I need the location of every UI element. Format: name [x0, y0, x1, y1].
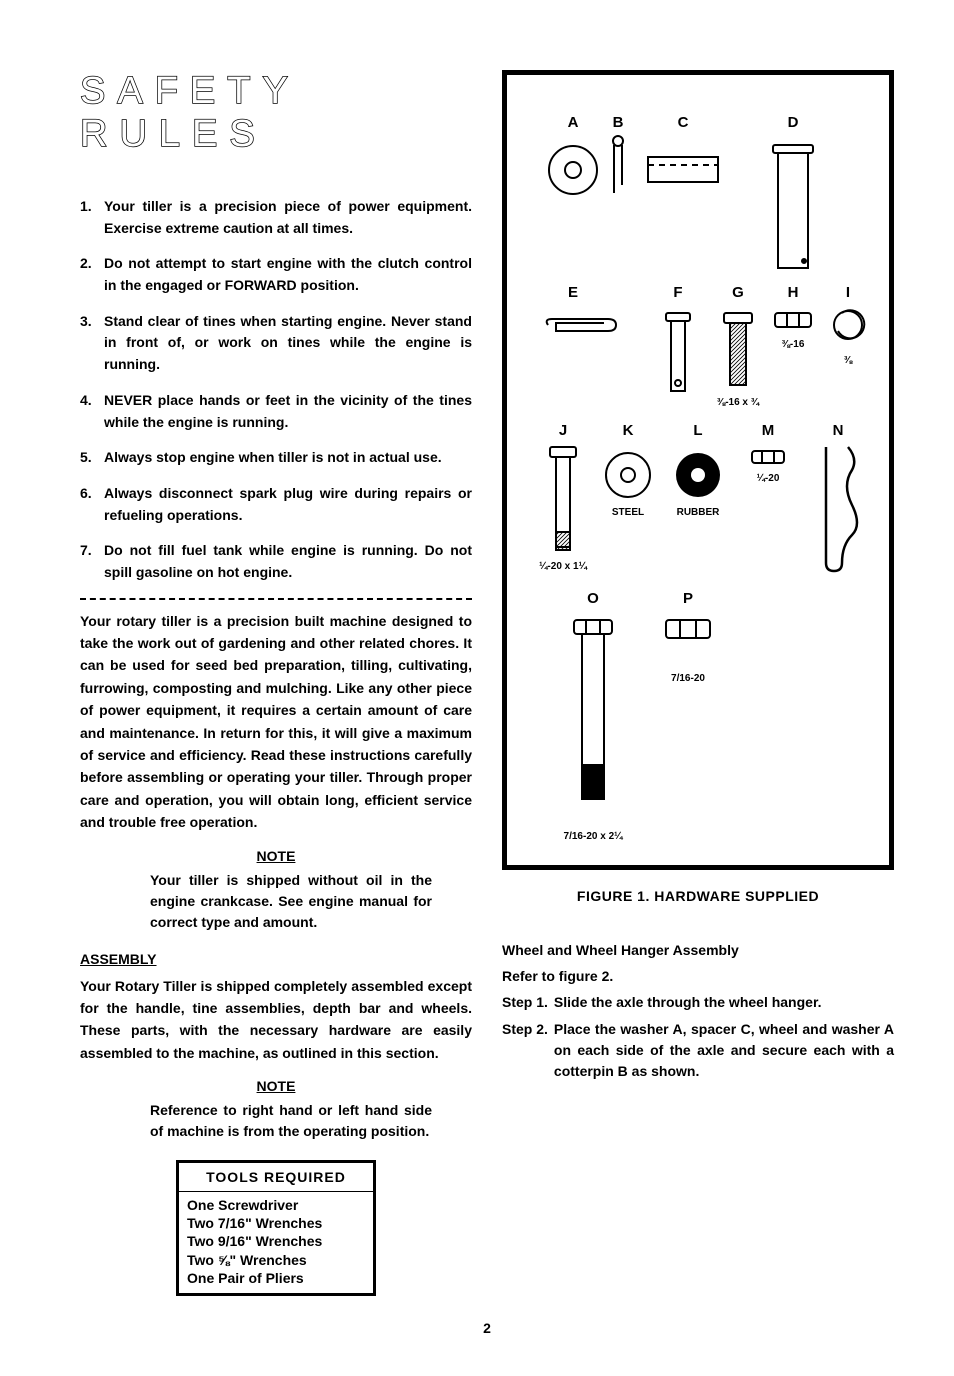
note-body: Your tiller is shipped without oil in th… [80, 870, 472, 933]
tool-item: One Screwdriver [187, 1196, 365, 1214]
safety-rules-list: Your tiller is a precision piece of powe… [80, 196, 472, 584]
step-1: Step 1. Slide the axle through the wheel… [502, 992, 894, 1013]
figure-1-frame: A B C D [502, 70, 894, 870]
tools-box: TOOLS REQUIRED One Screwdriver Two 7/16"… [176, 1160, 376, 1296]
label-C: C [678, 114, 689, 131]
label-P: P [683, 590, 693, 607]
label-F: F [673, 284, 682, 301]
step-2-label: Step 2. [502, 1019, 548, 1082]
label-H: H [788, 284, 799, 301]
rule-item: Do not attempt to start engine with the … [80, 253, 472, 296]
label-steel: STEEL [612, 507, 644, 518]
figure-caption: FIGURE 1. HARDWARE SUPPLIED [502, 888, 894, 904]
rule-item: Always stop engine when tiller is not in… [80, 447, 472, 469]
size-G: ⅜-16 x ¾ [717, 397, 760, 408]
page-number: 2 [80, 1320, 894, 1336]
rule-item: Your tiller is a precision piece of powe… [80, 196, 472, 239]
wheel-section-heading: Wheel and Wheel Hanger Assembly [502, 942, 894, 958]
refer-line: Refer to figure 2. [502, 968, 894, 984]
step-2: Step 2. Place the washer A, spacer C, wh… [502, 1019, 894, 1082]
label-O: O [587, 590, 599, 607]
size-I: ⅜ [844, 355, 853, 366]
label-I: I [846, 284, 850, 301]
page-title: SAFETY RULES [80, 70, 472, 156]
assembly-heading: ASSEMBLY [80, 951, 472, 967]
size-O: 7/16-20 x 2¼ [564, 831, 624, 842]
size-H: ⅜-16 [782, 339, 805, 350]
label-K: K [623, 422, 634, 439]
rule-item: NEVER place hands or feet in the vicinit… [80, 390, 472, 433]
tool-item: One Pair of Pliers [187, 1269, 365, 1287]
rule-item: Always disconnect spark plug wire during… [80, 483, 472, 526]
tool-item: Two 9/16" Wrenches [187, 1232, 365, 1250]
hardware-diagram: A B C D [507, 75, 889, 865]
label-D: D [788, 114, 799, 131]
label-L: L [693, 422, 702, 439]
label-J: J [559, 422, 567, 439]
label-B: B [613, 114, 624, 131]
step-2-text: Place the washer A, spacer C, wheel and … [554, 1019, 894, 1082]
label-rubber: RUBBER [677, 507, 721, 518]
assembly-paragraph: Your Rotary Tiller is shipped completely… [80, 975, 472, 1065]
divider [80, 598, 472, 600]
note-heading: NOTE [80, 848, 472, 864]
note-body: Reference to right hand or left hand sid… [80, 1100, 472, 1142]
size-M: ¼-20 [757, 473, 780, 484]
intro-paragraph: Your rotary tiller is a precision built … [80, 610, 472, 834]
label-E: E [568, 284, 578, 301]
step-1-label: Step 1. [502, 992, 548, 1013]
tools-heading: TOOLS REQUIRED [179, 1163, 373, 1192]
rule-item: Do not fill fuel tank while engine is ru… [80, 540, 472, 583]
note-heading: NOTE [80, 1078, 472, 1094]
size-J: ¼-20 x 1¼ [539, 561, 587, 572]
label-N: N [833, 422, 844, 439]
label-G: G [732, 284, 744, 301]
label-A: A [568, 114, 579, 131]
rule-item: Stand clear of tines when starting engin… [80, 311, 472, 376]
step-1-text: Slide the axle through the wheel hanger. [554, 992, 894, 1013]
tool-item: Two 7/16" Wrenches [187, 1214, 365, 1232]
size-P: 7/16-20 [671, 673, 705, 684]
label-M: M [762, 422, 775, 439]
tool-item: Two ⅝" Wrenches [187, 1251, 365, 1269]
